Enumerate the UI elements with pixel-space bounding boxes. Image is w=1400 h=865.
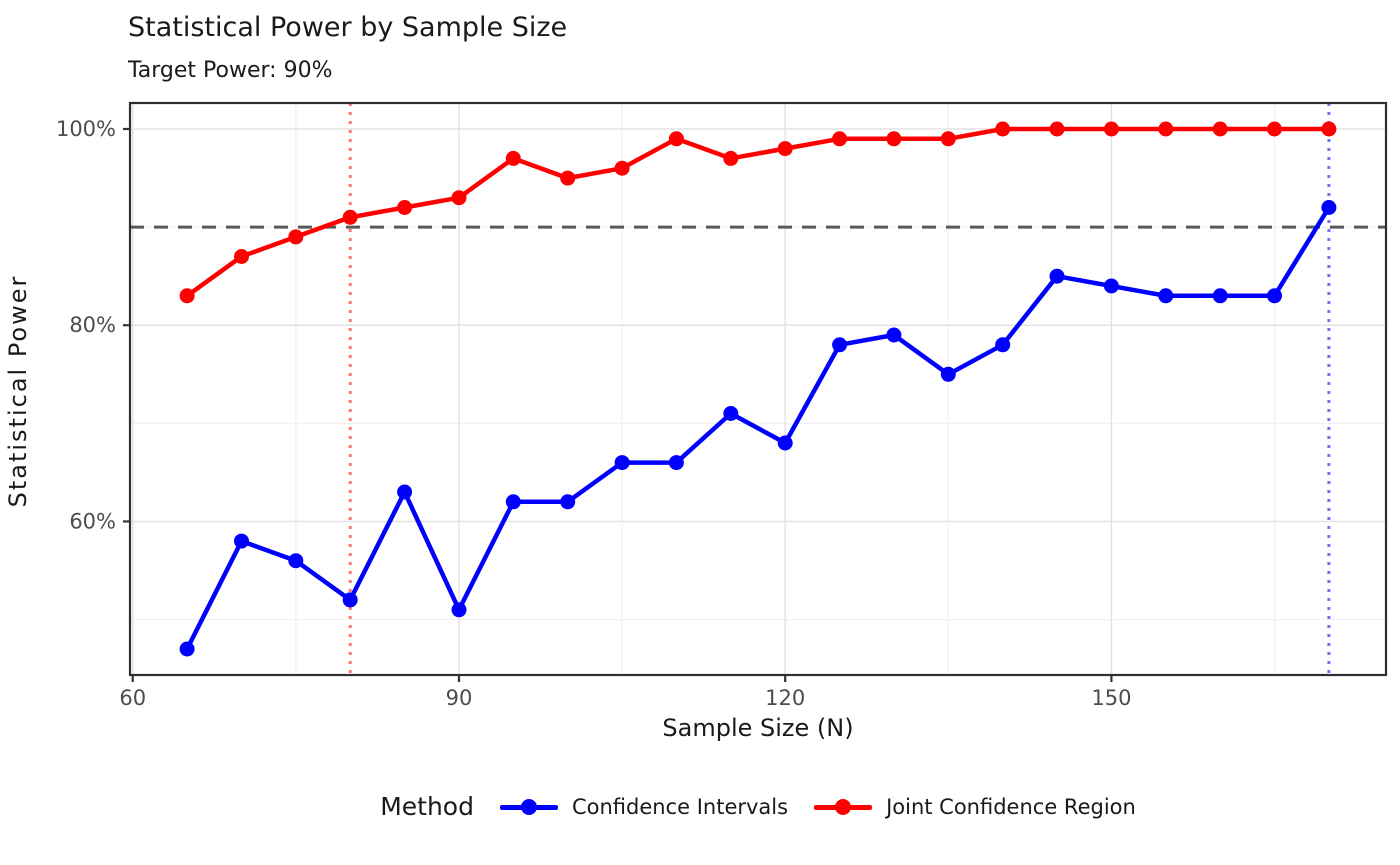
data-point xyxy=(777,141,793,157)
series-line-1 xyxy=(184,126,1332,299)
data-point xyxy=(288,229,304,245)
data-point xyxy=(397,484,413,500)
data-point xyxy=(614,160,630,176)
data-point xyxy=(560,494,576,510)
data-point xyxy=(397,200,413,215)
data-point xyxy=(288,553,304,569)
x-tick-label: 90 xyxy=(446,686,473,710)
data-point xyxy=(1267,121,1282,137)
x-tick-label: 60 xyxy=(119,686,146,710)
data-point xyxy=(832,337,848,353)
data-point xyxy=(1267,288,1282,304)
legend-key-line-dot-icon xyxy=(499,796,558,818)
data-point xyxy=(505,150,521,166)
data-point xyxy=(1158,121,1174,137)
panel-background xyxy=(130,103,1386,675)
legend-key-line-dot-icon xyxy=(814,796,873,818)
legend-label-confidence-intervals: Confidence Intervals xyxy=(571,794,789,819)
data-point xyxy=(179,288,195,304)
legend-key-dot xyxy=(835,798,852,815)
data-point xyxy=(1321,200,1337,215)
data-point xyxy=(886,131,902,147)
chart-title: Statistical Power by Sample Size xyxy=(128,12,568,43)
data-point xyxy=(614,455,630,471)
data-point xyxy=(995,121,1011,137)
data-point xyxy=(832,131,848,147)
data-point xyxy=(451,602,467,618)
panel-border xyxy=(128,101,1388,677)
data-point xyxy=(342,592,358,608)
data-point xyxy=(1049,121,1065,137)
x-axis-title: Sample Size (N) xyxy=(662,714,854,742)
data-point xyxy=(995,337,1011,353)
legend-key-dot xyxy=(520,798,537,815)
x-tick-label: 150 xyxy=(1091,686,1131,710)
data-point xyxy=(1103,278,1119,294)
data-point xyxy=(723,150,739,166)
data-point xyxy=(234,533,249,549)
data-point xyxy=(668,455,684,471)
data-point xyxy=(940,131,956,147)
data-point xyxy=(1321,121,1337,137)
data-point xyxy=(668,131,684,147)
data-point xyxy=(179,641,195,657)
legend-item-joint-confidence-region: Joint Confidence Region xyxy=(814,795,1136,819)
data-point xyxy=(234,249,249,264)
legend: Method Confidence Intervals Joint Confid… xyxy=(130,792,1386,821)
y-tick-label: 100% xyxy=(56,117,116,141)
data-point xyxy=(723,406,739,421)
data-point xyxy=(505,494,521,510)
data-point xyxy=(1103,121,1119,137)
data-point xyxy=(1212,288,1228,304)
legend-title: Method xyxy=(380,792,474,821)
y-tick-label: 80% xyxy=(69,313,116,337)
x-tick-label: 120 xyxy=(765,686,805,710)
y-tick-label: 60% xyxy=(69,509,116,533)
chart-subtitle: Target Power: 90% xyxy=(128,58,333,83)
data-point xyxy=(777,435,793,451)
legend-item-confidence-intervals: Confidence Intervals xyxy=(499,794,789,819)
data-point xyxy=(886,327,902,343)
legend-label-joint-confidence-region: Joint Confidence Region xyxy=(886,794,1136,819)
data-point xyxy=(451,190,467,206)
data-point xyxy=(1158,288,1174,304)
data-point xyxy=(342,209,358,225)
data-point xyxy=(560,170,576,186)
data-point xyxy=(1049,268,1065,284)
series-line-0 xyxy=(184,205,1332,652)
data-point xyxy=(940,366,956,382)
data-point xyxy=(1212,121,1228,137)
